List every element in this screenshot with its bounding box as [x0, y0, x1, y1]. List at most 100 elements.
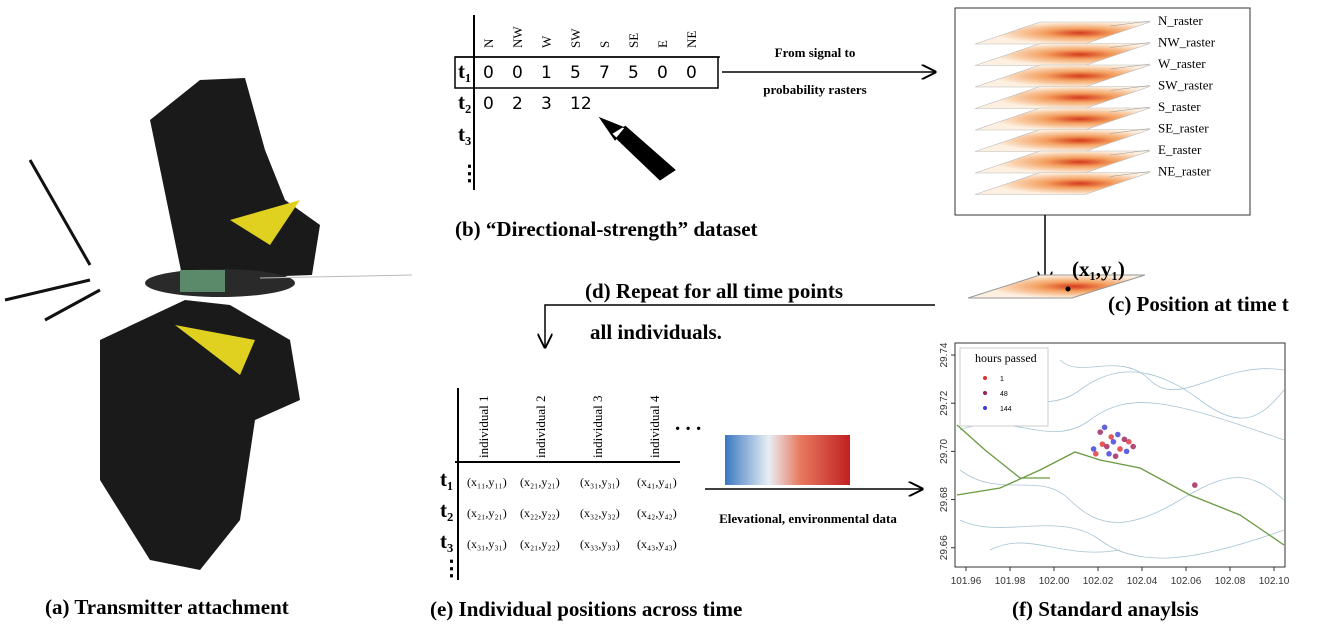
individual-header: individual 4 — [647, 395, 662, 458]
location-point — [1111, 439, 1117, 445]
strength-value: 0 — [483, 94, 494, 114]
more: . . . — [675, 411, 701, 435]
direction-header: N — [481, 38, 496, 48]
direction-header: NW — [510, 26, 525, 48]
location-point — [1102, 425, 1108, 431]
location-point — [1097, 429, 1103, 435]
direction-header: S — [597, 41, 612, 48]
y-tick-label: 29.72 — [939, 390, 950, 415]
location-point — [1122, 437, 1128, 443]
strength-value: 2 — [512, 94, 523, 114]
caption: all individuals. — [590, 320, 722, 344]
legend-label: 48 — [1000, 391, 1008, 398]
raster-label: NW_raster — [1158, 35, 1216, 50]
position-cell: (x₄₃,y₄₃) — [637, 537, 677, 551]
raster-label: S_raster — [1158, 99, 1201, 114]
figure: (a) Transmitter attachment From signal t… — [0, 0, 1319, 625]
y-tick-label: 29.68 — [939, 487, 950, 512]
strength-value: 5 — [628, 63, 639, 83]
strength-value: 5 — [570, 63, 581, 83]
direction-header: SW — [568, 28, 583, 48]
position-cell: (x₄₂,y₄₂) — [637, 506, 677, 520]
location-point — [1091, 446, 1097, 452]
raster-label: SW_raster — [1158, 78, 1214, 93]
individual-header: individual 1 — [476, 396, 491, 458]
x-tick-label: 102.02 — [1083, 576, 1114, 587]
x-tick-label: 102.04 — [1127, 576, 1158, 587]
strength-value: 12 — [570, 94, 592, 114]
row-label: t₁ — [458, 59, 471, 83]
row-label: t₂ — [440, 498, 453, 522]
point-label: (x₁,y₁) — [1072, 257, 1125, 281]
legend-title: hours passed — [975, 351, 1037, 365]
location-point — [1106, 451, 1112, 457]
location-point — [1192, 482, 1198, 488]
ellipsis: ⋮ — [459, 161, 480, 185]
row-label: t₁ — [440, 467, 453, 491]
position-cell: (x₃₂,y₃₂) — [580, 506, 620, 520]
strength-value: 0 — [512, 63, 523, 83]
individual-header: individual 3 — [590, 396, 605, 458]
y-tick-label: 29.74 — [939, 342, 950, 367]
direction-header: E — [655, 40, 670, 48]
strength-value: 3 — [541, 94, 552, 114]
position-cell: (x₂₂,y₂₂) — [520, 506, 560, 520]
x-tick-label: 102.00 — [1039, 576, 1070, 587]
y-tick-label: 29.66 — [939, 535, 950, 560]
analysis-plot — [955, 343, 1285, 567]
raster-label: N_raster — [1158, 13, 1203, 28]
strength-value: 0 — [657, 63, 668, 83]
arrow-label: probability rasters — [763, 82, 866, 97]
arrow-label: Elevational, environmental data — [719, 511, 897, 526]
location-point — [1113, 453, 1119, 459]
row-label: t₃ — [440, 529, 453, 553]
x-tick-label: 101.98 — [995, 576, 1026, 587]
strength-value: 7 — [599, 63, 610, 83]
y-tick-label: 29.70 — [939, 438, 950, 463]
row-label: t₂ — [458, 90, 471, 114]
location-point — [1117, 446, 1123, 452]
caption: (d) Repeat for all time points — [585, 279, 843, 303]
position-point — [1066, 287, 1071, 292]
caption: (f) Standard anaylsis — [1012, 597, 1199, 621]
raster-label: NE_raster — [1158, 164, 1211, 179]
position-cell: (x₃₁,y₃₁) — [467, 537, 507, 551]
raster-label: SE_raster — [1158, 121, 1209, 136]
elevation-map — [725, 435, 850, 485]
x-tick-label: 101.96 — [951, 576, 982, 587]
direction-header: NE — [684, 31, 699, 48]
strength-value: 1 — [541, 63, 552, 83]
butterfly — [5, 78, 412, 570]
location-point — [1108, 434, 1114, 440]
position-cell: (x₂₁,y₂₁) — [467, 506, 507, 520]
x-tick-label: 102.08 — [1215, 576, 1246, 587]
x-tick-label: 102.06 — [1171, 576, 1202, 587]
individual-header: individual 2 — [533, 396, 548, 458]
location-point — [1104, 444, 1110, 450]
legend-label: 144 — [1000, 406, 1012, 413]
location-point — [1124, 449, 1130, 455]
ellipsis: ⋮ — [441, 556, 462, 580]
caption: (b) “Directional-strength” dataset — [455, 217, 758, 241]
strength-value: 0 — [483, 63, 494, 83]
position-cell: (x₄₁,y₄₁) — [637, 475, 677, 489]
position-cell: (x₃₃,y₃₃) — [580, 537, 620, 551]
row-label: t₃ — [458, 122, 471, 146]
location-point — [1130, 444, 1136, 450]
position-cell: (x₂₁,y₂₁) — [520, 475, 560, 489]
position-cell: (x₃₁,y₃₁) — [580, 475, 620, 489]
position-cell: (x₂₁,y₂₂) — [520, 537, 560, 551]
direction-header: W — [539, 35, 554, 48]
strength-value: 0 — [686, 63, 697, 83]
position-cell: (x₁₁,y₁₁) — [467, 475, 507, 489]
caption: (a) Transmitter attachment — [45, 595, 289, 619]
x-tick-label: 102.10 — [1259, 576, 1290, 587]
caption: (e) Individual positions across time — [430, 597, 742, 621]
location-point — [1093, 451, 1099, 457]
arrow-label: From signal to — [775, 45, 856, 60]
raster-label: W_raster — [1158, 56, 1206, 71]
legend-marker — [983, 391, 987, 395]
raster-label: E_raster — [1158, 142, 1202, 157]
legend-marker — [983, 406, 987, 410]
caption: (c) Position at time t — [1108, 292, 1289, 316]
